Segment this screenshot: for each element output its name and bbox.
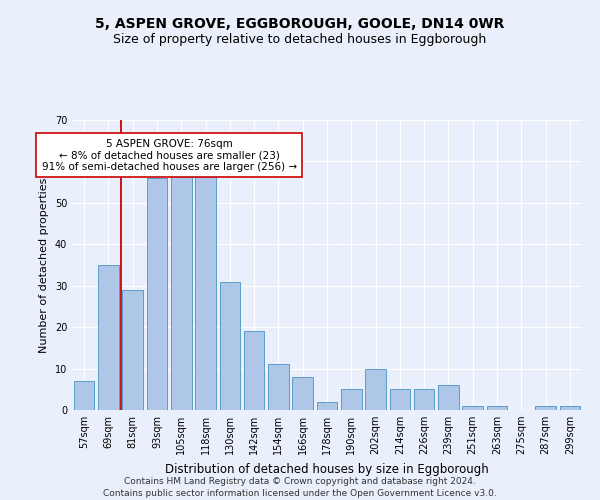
Bar [292, 377, 313, 410]
Bar [268, 364, 289, 410]
Text: Contains HM Land Registry data © Crown copyright and database right 2024.: Contains HM Land Registry data © Crown c… [124, 478, 476, 486]
Bar [317, 402, 337, 410]
Bar [535, 406, 556, 410]
Y-axis label: Number of detached properties: Number of detached properties [39, 178, 49, 352]
Bar [74, 381, 94, 410]
Bar [220, 282, 240, 410]
Bar [389, 390, 410, 410]
Bar [244, 332, 265, 410]
Text: 5 ASPEN GROVE: 76sqm
← 8% of detached houses are smaller (23)
91% of semi-detach: 5 ASPEN GROVE: 76sqm ← 8% of detached ho… [41, 138, 297, 172]
Text: Contains public sector information licensed under the Open Government Licence v3: Contains public sector information licen… [103, 489, 497, 498]
Text: 5, ASPEN GROVE, EGGBOROUGH, GOOLE, DN14 0WR: 5, ASPEN GROVE, EGGBOROUGH, GOOLE, DN14 … [95, 18, 505, 32]
X-axis label: Distribution of detached houses by size in Eggborough: Distribution of detached houses by size … [165, 462, 489, 475]
Bar [560, 406, 580, 410]
Bar [487, 406, 508, 410]
Bar [438, 385, 459, 410]
Bar [98, 265, 119, 410]
Bar [414, 390, 434, 410]
Bar [122, 290, 143, 410]
Bar [171, 174, 191, 410]
Text: Size of property relative to detached houses in Eggborough: Size of property relative to detached ho… [113, 32, 487, 46]
Bar [341, 390, 362, 410]
Bar [146, 178, 167, 410]
Bar [365, 368, 386, 410]
Bar [463, 406, 483, 410]
Bar [195, 174, 216, 410]
